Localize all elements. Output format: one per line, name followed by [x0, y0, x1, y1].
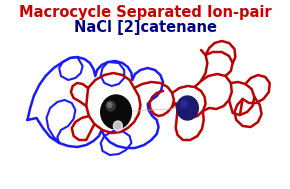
Text: NaCl [2]catenane: NaCl [2]catenane [73, 20, 217, 35]
Circle shape [106, 101, 115, 111]
Circle shape [181, 101, 187, 108]
Circle shape [113, 121, 122, 131]
Text: Macrocycle Separated Ion-pair: Macrocycle Separated Ion-pair [19, 5, 271, 20]
Circle shape [177, 96, 198, 120]
Circle shape [101, 95, 131, 129]
Circle shape [108, 102, 112, 108]
